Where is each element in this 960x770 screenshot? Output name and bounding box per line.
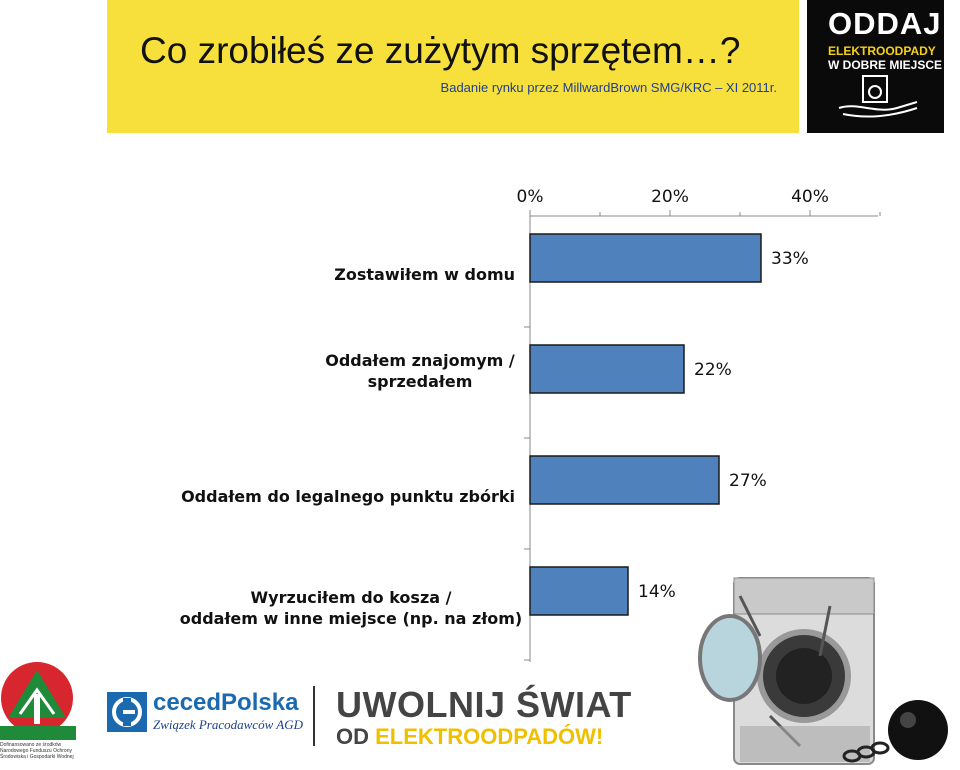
page-title: Co zrobiłeś ze zużytym sprzętem…? (140, 30, 741, 71)
nfosigw-logo-icon (0, 662, 76, 740)
slogan-od: OD (336, 724, 369, 749)
x-tick-label: 0% (517, 187, 544, 207)
slogan-line1: UWOLNIJ ŚWIAT (336, 684, 632, 725)
hand-washer-icon (838, 75, 918, 118)
bar (529, 455, 720, 505)
data-label: 33% (771, 249, 809, 269)
title-banner: Co zrobiłeś ze zużytym sprzętem…? Badani… (107, 0, 799, 133)
bar-chart: 0% 20% 40% 33% Zostawiłem w domu 22% Oddałem z… (180, 187, 881, 662)
campaign-logo-line3: W DOBRE MIEJSCE (828, 58, 943, 72)
campaign-logo-line2: ELEKTROODPADY (828, 44, 936, 58)
ceced-logo-icon (107, 692, 147, 732)
category-label: Zostawiłem w domu (334, 265, 515, 284)
x-tick-label: 40% (791, 187, 829, 207)
category-label: Oddałem znajomym / (325, 351, 515, 370)
data-label: 22% (694, 360, 732, 380)
washing-machine-illustration (698, 577, 875, 765)
data-label: 14% (638, 582, 676, 602)
ceced-name: cecedPolska (153, 689, 299, 716)
page-subtitle: Badanie rynku przez MillwardBrown SMG/KR… (440, 80, 777, 95)
ball-and-chain-illustration (842, 700, 948, 763)
ceced-subtitle: Związek Pracodawców AGD (153, 717, 303, 732)
x-tick-label: 20% (651, 187, 689, 207)
slogan-elektroodpadow: ELEKTROODPADÓW! (375, 724, 604, 749)
bar (529, 566, 629, 616)
nfosigw-caption: Dofinansowano ze środków Narodowego Fund… (0, 742, 74, 760)
bar (529, 233, 762, 283)
category-label: Wyrzuciłem do kosza / (251, 588, 452, 607)
footer-divider (313, 686, 315, 746)
slogan-line2: OD ELEKTROODPADÓW! (336, 724, 603, 750)
category-label: Oddałem do legalnego punktu zbórki (181, 487, 515, 506)
oddaj-campaign-logo: ODDAJ ELEKTROODPADY W DOBRE MIEJSCE (807, 0, 944, 133)
bar (529, 344, 685, 394)
category-label: oddałem w inne miejsce (np. na złom) (180, 609, 522, 628)
category-label: sprzedałem (368, 372, 473, 391)
data-label: 27% (729, 471, 767, 491)
campaign-logo-line1: ODDAJ (828, 6, 942, 41)
